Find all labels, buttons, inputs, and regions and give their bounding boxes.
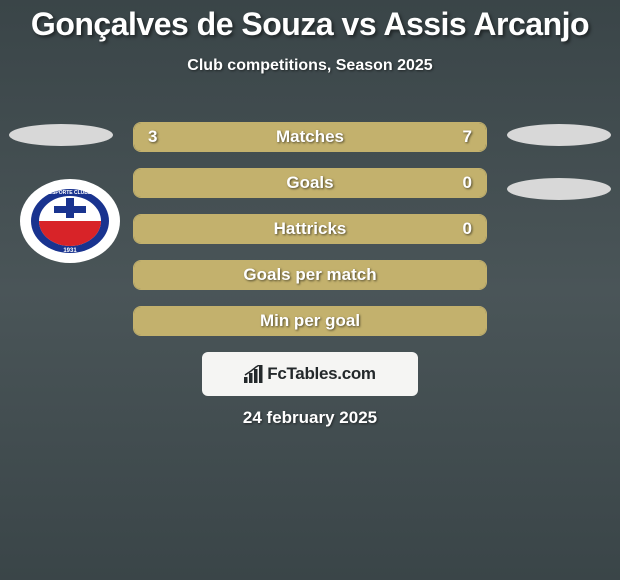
svg-text:1931: 1931	[63, 248, 77, 254]
stat-value-right: 0	[463, 173, 472, 193]
stat-row: Goals 0	[133, 168, 487, 198]
player-left-placeholder	[9, 124, 113, 146]
stat-label: Goals	[286, 173, 333, 193]
stat-label: Goals per match	[243, 265, 376, 285]
stat-row: Matches 3 7	[133, 122, 487, 152]
stat-label: Matches	[276, 127, 344, 147]
date: 24 february 2025	[243, 408, 377, 428]
player-right-placeholder-2	[507, 178, 611, 200]
stat-value-left: 3	[148, 127, 157, 147]
watermark-text: FcTables.com	[267, 364, 376, 384]
player-right-placeholder-1	[507, 124, 611, 146]
club-logo: ESPORTE CLUBE 1931	[18, 178, 122, 264]
stat-row: Min per goal	[133, 306, 487, 336]
subtitle: Club competitions, Season 2025	[0, 57, 620, 75]
chart-icon	[244, 365, 264, 383]
stat-value-right: 7	[463, 127, 472, 147]
page-title: Gonçalves de Souza vs Assis Arcanjo	[0, 0, 620, 43]
stat-row: Goals per match	[133, 260, 487, 290]
stat-rows: Matches 3 7 Goals 0 Hattricks 0 Goals per match…	[133, 122, 487, 352]
stat-value-right: 0	[463, 219, 472, 239]
stat-row: Hattricks 0	[133, 214, 487, 244]
stat-label: Min per goal	[260, 311, 360, 331]
svg-text:ESPORTE CLUBE: ESPORTE CLUBE	[49, 190, 92, 196]
watermark: FcTables.com	[202, 352, 418, 396]
stat-label: Hattricks	[274, 219, 347, 239]
